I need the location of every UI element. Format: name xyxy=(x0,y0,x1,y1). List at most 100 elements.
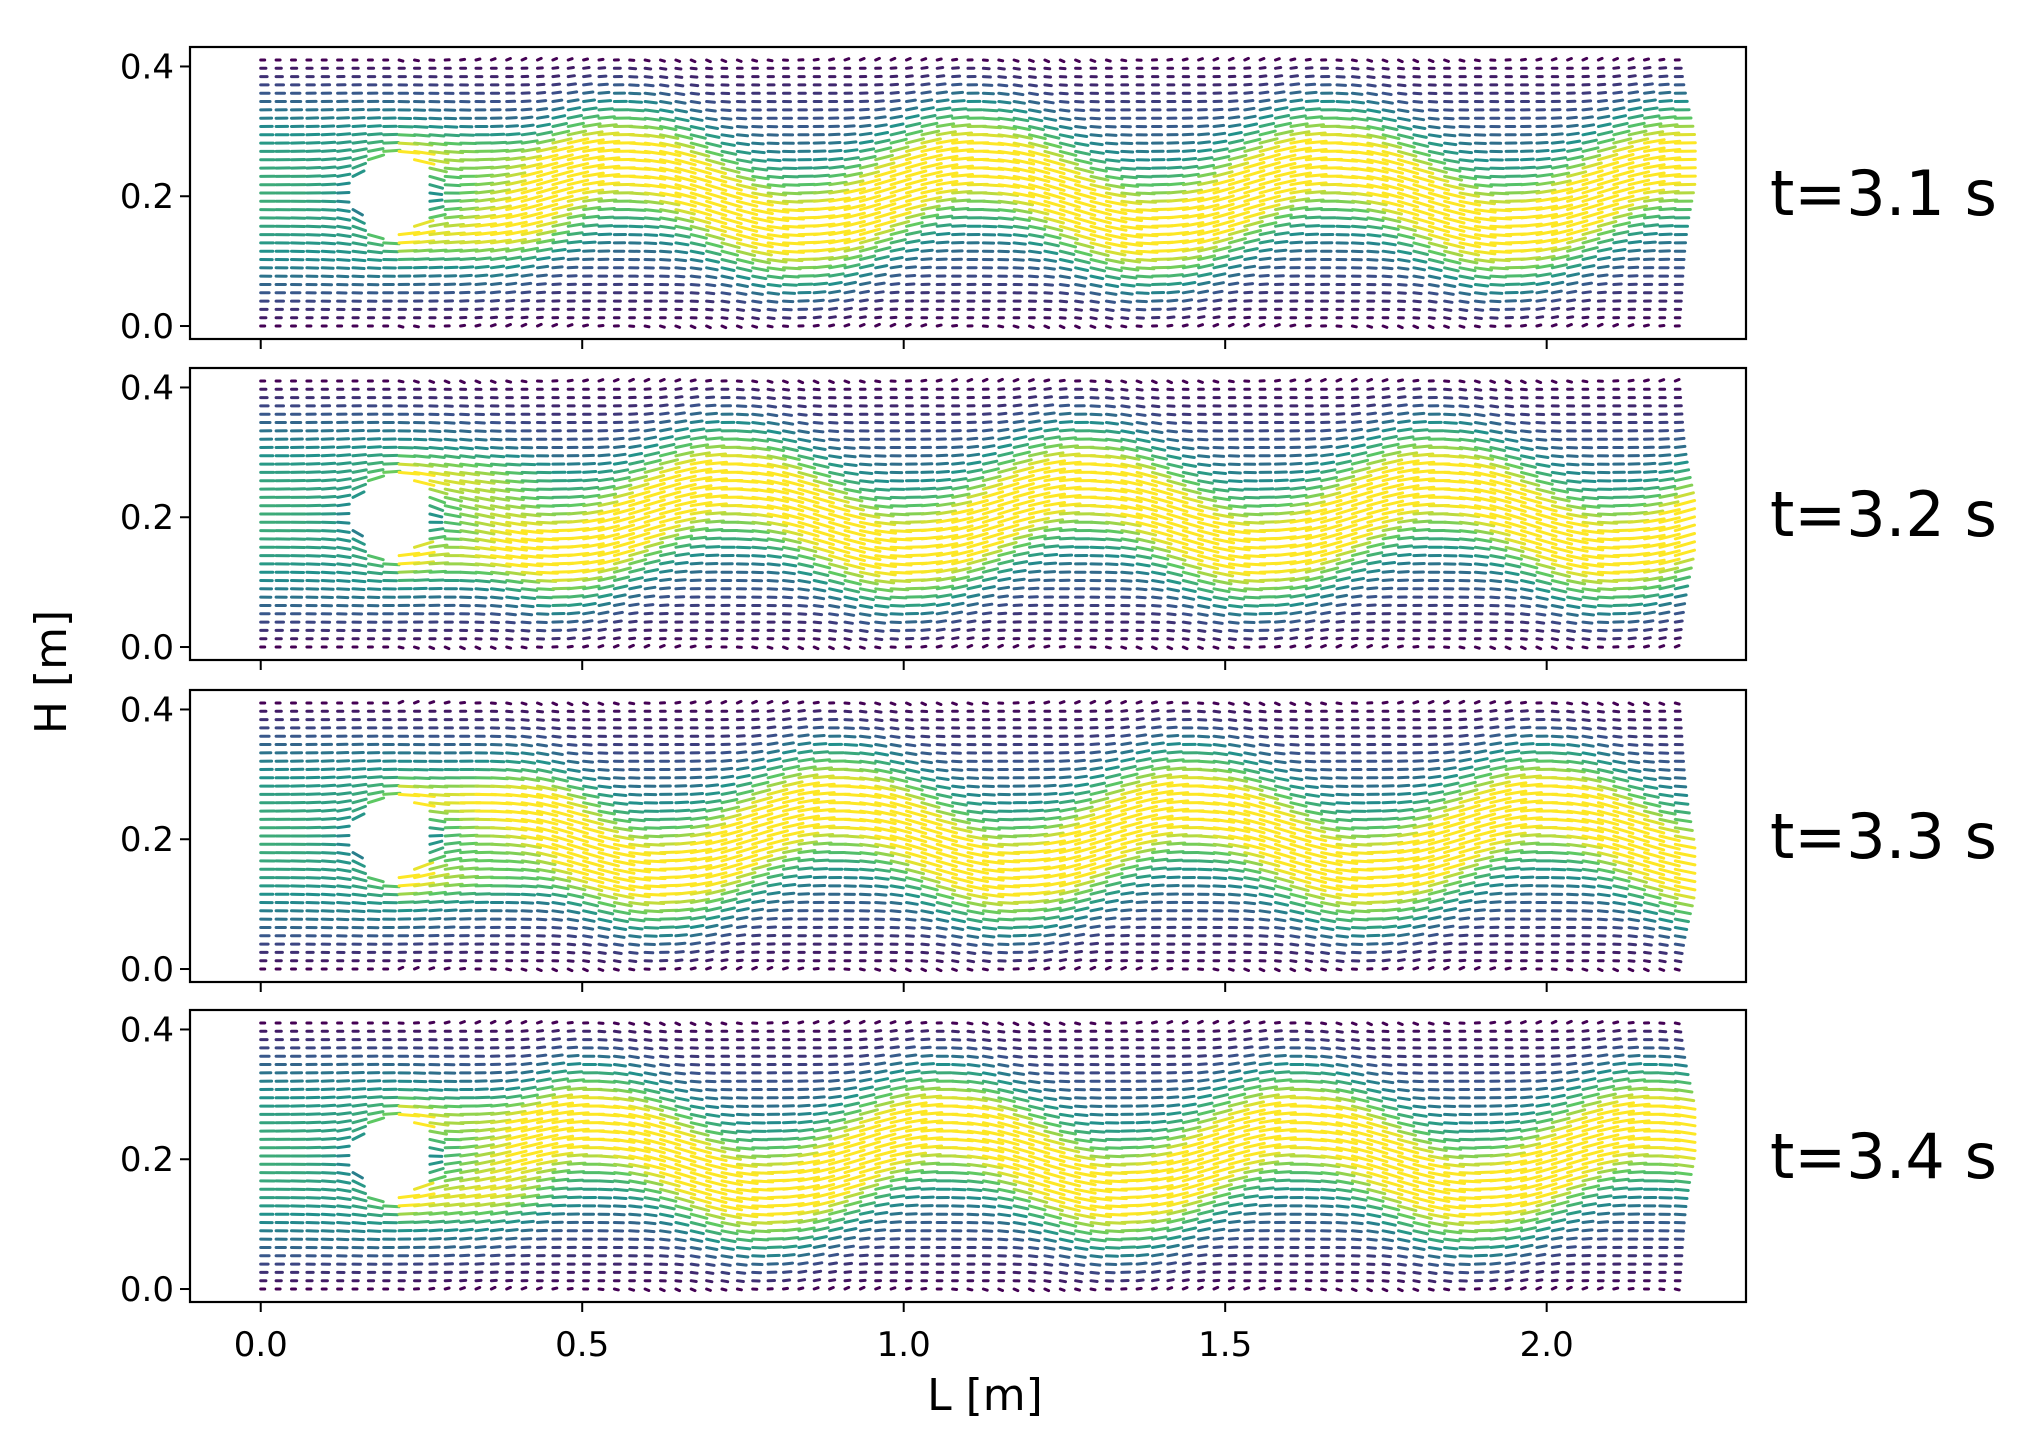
velocity-arrow xyxy=(966,515,989,524)
velocity-arrow xyxy=(474,570,494,576)
velocity-arrow xyxy=(1012,586,1025,591)
velocity-arrow xyxy=(1089,274,1105,281)
velocity-arrow xyxy=(1227,595,1246,601)
velocity-arrow xyxy=(843,163,862,170)
velocity-arrow xyxy=(935,179,959,187)
velocity-arrow xyxy=(981,531,1004,541)
velocity-arrow xyxy=(566,568,590,574)
velocity-arrow xyxy=(1443,133,1457,138)
velocity-arrow xyxy=(1489,645,1496,650)
velocity-arrow xyxy=(797,554,816,561)
velocity-arrow xyxy=(735,258,755,265)
velocity-arrow xyxy=(1304,549,1328,558)
velocity-arrow xyxy=(997,174,1020,181)
velocity-arrow xyxy=(1212,227,1235,237)
velocity-arrow xyxy=(1089,58,1097,63)
velocity-arrow xyxy=(1489,537,1510,545)
velocity-arrow xyxy=(459,323,467,328)
velocity-arrow xyxy=(1227,146,1246,153)
velocity-arrow xyxy=(582,163,605,170)
velocity-arrow xyxy=(1473,545,1491,551)
velocity-arrow xyxy=(566,265,579,270)
velocity-arrow xyxy=(997,125,1017,131)
velocity-arrow xyxy=(674,191,697,200)
velocity-arrow xyxy=(1274,644,1282,649)
velocity-arrow xyxy=(520,290,532,295)
velocity-arrow xyxy=(628,216,645,221)
velocity-arrow xyxy=(674,83,685,88)
velocity-arrow xyxy=(582,542,605,549)
velocity-arrow xyxy=(443,479,466,486)
velocity-arrow xyxy=(1397,133,1415,140)
velocity-arrow xyxy=(1120,166,1137,171)
velocity-arrow xyxy=(1197,140,1211,145)
velocity-arrow xyxy=(966,636,975,641)
velocity-arrow xyxy=(1535,229,1559,237)
velocity-arrow xyxy=(705,283,717,288)
velocity-arrow xyxy=(1258,129,1277,137)
velocity-arrow xyxy=(566,153,590,162)
velocity-arrow xyxy=(1627,602,1644,607)
velocity-arrow xyxy=(1427,141,1444,147)
velocity-arrow xyxy=(1412,536,1430,541)
velocity-arrow xyxy=(812,281,829,286)
velocity-arrow xyxy=(1043,553,1059,558)
velocity-arrow xyxy=(582,478,599,483)
velocity-arrow xyxy=(505,612,517,617)
velocity-arrow xyxy=(1627,560,1651,566)
velocity-arrow xyxy=(858,155,877,162)
velocity-arrow xyxy=(935,593,953,599)
velocity-arrow xyxy=(735,174,756,182)
velocity-arrow xyxy=(628,116,647,121)
velocity-arrow xyxy=(797,562,814,569)
velocity-arrow xyxy=(874,479,890,483)
velocity-arrow xyxy=(1535,620,1546,625)
velocity-arrow xyxy=(920,121,939,128)
velocity-arrow xyxy=(428,578,445,582)
quiver-field xyxy=(259,377,1697,651)
velocity-arrow xyxy=(566,478,583,483)
velocity-arrow xyxy=(1212,562,1236,570)
velocity-arrow xyxy=(689,544,706,549)
velocity-arrow xyxy=(1381,516,1404,524)
velocity-arrow xyxy=(766,183,786,188)
velocity-arrow xyxy=(1381,561,1397,566)
velocity-arrow xyxy=(1197,156,1214,162)
velocity-arrow xyxy=(1643,249,1656,253)
velocity-arrow xyxy=(474,512,496,520)
velocity-arrow xyxy=(1658,584,1676,591)
velocity-arrow xyxy=(1227,210,1250,220)
velocity-arrow xyxy=(566,494,585,499)
velocity-arrow xyxy=(1058,58,1066,64)
velocity-arrow xyxy=(336,140,352,145)
velocity-arrow xyxy=(1443,208,1466,217)
velocity-arrow xyxy=(1166,545,1189,555)
velocity-arrow xyxy=(1012,208,1033,215)
velocity-arrow xyxy=(997,506,1020,516)
velocity-arrow xyxy=(951,593,967,599)
velocity-arrow xyxy=(797,512,820,522)
velocity-arrow xyxy=(443,223,465,228)
velocity-arrow xyxy=(843,554,866,563)
velocity-arrow xyxy=(1443,291,1455,296)
velocity-arrow xyxy=(766,545,784,551)
velocity-arrow xyxy=(643,208,663,213)
velocity-arrow xyxy=(1028,83,1038,88)
velocity-arrow xyxy=(1412,233,1433,241)
velocity-arrow xyxy=(1012,595,1024,599)
velocity-arrow xyxy=(1550,562,1573,571)
velocity-arrow xyxy=(351,537,366,546)
velocity-arrow xyxy=(751,307,761,312)
velocity-arrow xyxy=(1012,249,1026,254)
velocity-arrow xyxy=(582,188,605,195)
velocity-arrow xyxy=(1658,549,1681,558)
velocity-arrow xyxy=(720,216,743,226)
velocity-arrow xyxy=(766,233,790,239)
velocity-arrow xyxy=(874,255,890,261)
velocity-arrow xyxy=(1227,138,1245,145)
velocity-arrow xyxy=(566,213,586,220)
velocity-arrow xyxy=(997,474,1019,483)
velocity-arrow xyxy=(689,108,703,113)
velocity-arrow xyxy=(751,58,759,63)
velocity-arrow xyxy=(1089,116,1101,121)
